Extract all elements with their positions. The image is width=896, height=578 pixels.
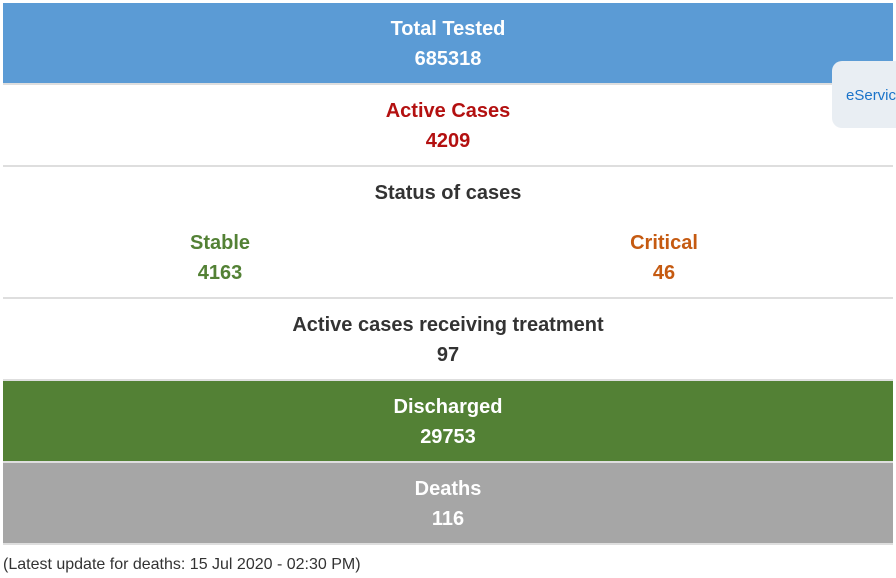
critical-label: Critical [630, 232, 698, 254]
total-tested-label: Total Tested [390, 18, 506, 40]
treatment-value: 97 [436, 344, 460, 366]
discharged-label: Discharged [393, 396, 503, 418]
deaths-value: 116 [431, 508, 465, 530]
total-tested-value: 685318 [414, 48, 482, 70]
status-of-cases-row: Status of cases Stable 4163 Critical 46 [3, 167, 893, 299]
critical-value: 46 [652, 262, 676, 284]
stable-block: Stable 4163 [0, 228, 665, 288]
active-cases-value: 4209 [425, 130, 471, 152]
eservice-tab[interactable]: eService [832, 61, 896, 128]
stable-value: 4163 [197, 262, 243, 284]
critical-block: Critical 46 [219, 228, 896, 288]
discharged-value: 29753 [420, 426, 476, 448]
stats-panel: Total Tested 685318 Active Cases 4209 St… [3, 3, 893, 545]
active-cases-label: Active Cases [385, 100, 511, 122]
deaths-update-note: (Latest update for deaths: 15 Jul 2020 -… [3, 556, 361, 573]
total-tested-row: Total Tested 685318 [3, 3, 893, 85]
discharged-row: Discharged 29753 [3, 381, 893, 463]
treatment-label: Active cases receiving treatment [292, 314, 604, 336]
status-breakdown: Stable 4163 Critical 46 [3, 228, 893, 288]
status-title: Status of cases [374, 182, 522, 204]
stable-label: Stable [189, 232, 251, 254]
deaths-row: Deaths 116 [3, 463, 893, 545]
treatment-row: Active cases receiving treatment 97 [3, 299, 893, 381]
active-cases-row: Active Cases 4209 [3, 85, 893, 167]
deaths-label: Deaths [414, 478, 482, 500]
